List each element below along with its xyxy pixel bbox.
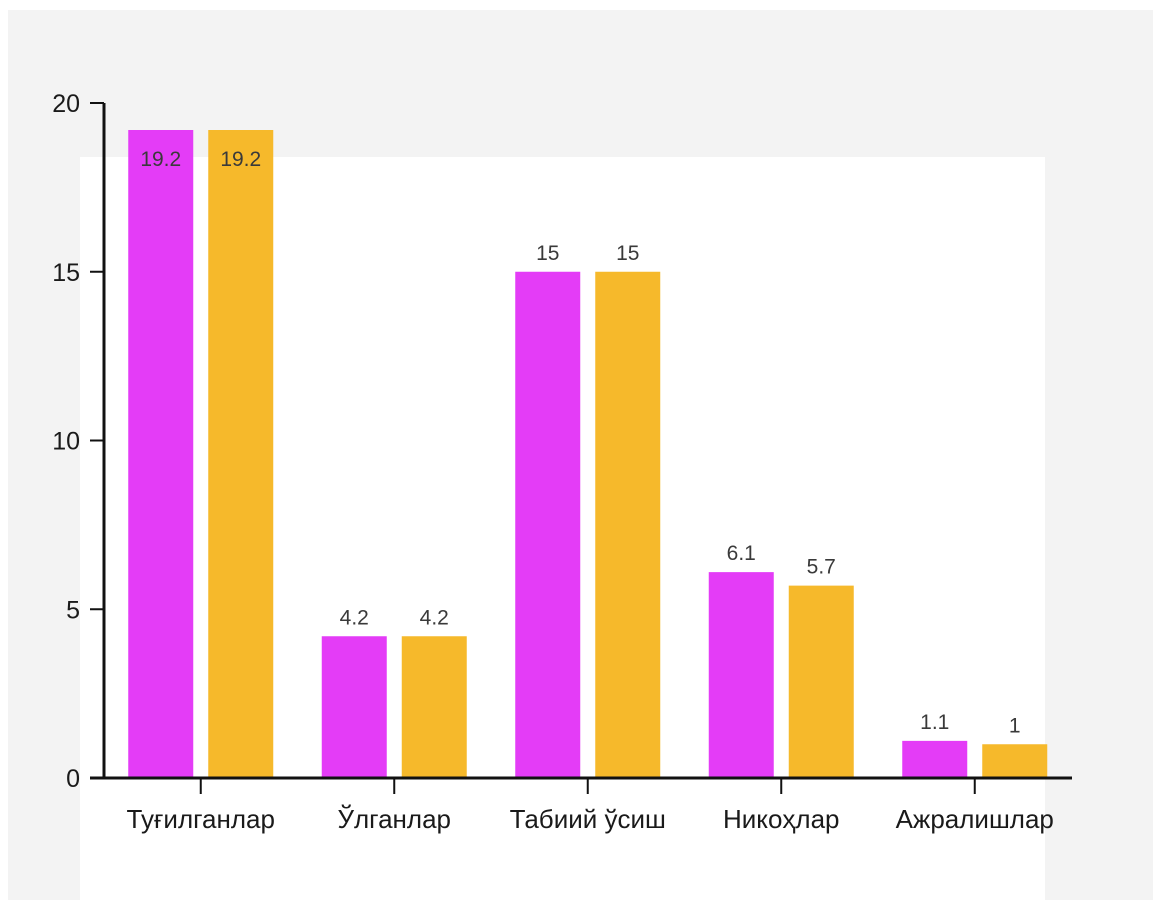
x-tick-label-2: Ўлганлар	[337, 804, 451, 834]
data-label-2-3: 15	[616, 242, 639, 265]
data-label-2-2: 4.2	[420, 606, 449, 629]
x-tick-label-5: Ажралишлар	[896, 804, 1054, 834]
bar-2-3	[595, 271, 661, 778]
data-label-2-4: 5.7	[807, 556, 836, 579]
data-label-1-5: 1.1	[920, 711, 949, 734]
bars-layer	[128, 130, 1048, 778]
data-label-1-1: 19.2	[140, 148, 181, 171]
bar-2-5	[982, 744, 1048, 778]
y-tick-label-4: 15	[52, 259, 80, 287]
data-label-2-1: 19.2	[220, 148, 261, 171]
y-tick-label-5: 20	[52, 90, 80, 118]
y-tick-label-3: 10	[52, 428, 80, 456]
background-frame-right	[1045, 10, 1153, 900]
data-label-1-4: 6.1	[727, 542, 756, 565]
y-tick-label-1: 0	[66, 765, 80, 793]
bar-1-2	[321, 636, 387, 778]
bar-1-5	[902, 740, 968, 778]
bar-2-1	[208, 130, 274, 778]
data-label-1-2: 4.2	[340, 606, 369, 629]
bar-2-4	[788, 585, 854, 778]
background-frame-top	[8, 10, 1153, 157]
bar-2-2	[401, 636, 467, 778]
y-tick-label-2: 5	[66, 596, 80, 624]
bar-1-1	[128, 130, 194, 778]
bar-1-4	[708, 572, 774, 778]
x-tick-label-3: Табиий ўсиш	[510, 804, 666, 834]
x-tick-label-4: Никоҳлар	[723, 804, 840, 834]
background-frame-left	[8, 10, 80, 900]
x-tick-label-1: Туғилганлар	[127, 804, 275, 834]
data-label-2-5: 1	[1009, 714, 1021, 737]
bar-1-3	[515, 271, 581, 778]
axes-layer	[90, 102, 1072, 794]
data-label-1-3: 15	[536, 242, 559, 265]
